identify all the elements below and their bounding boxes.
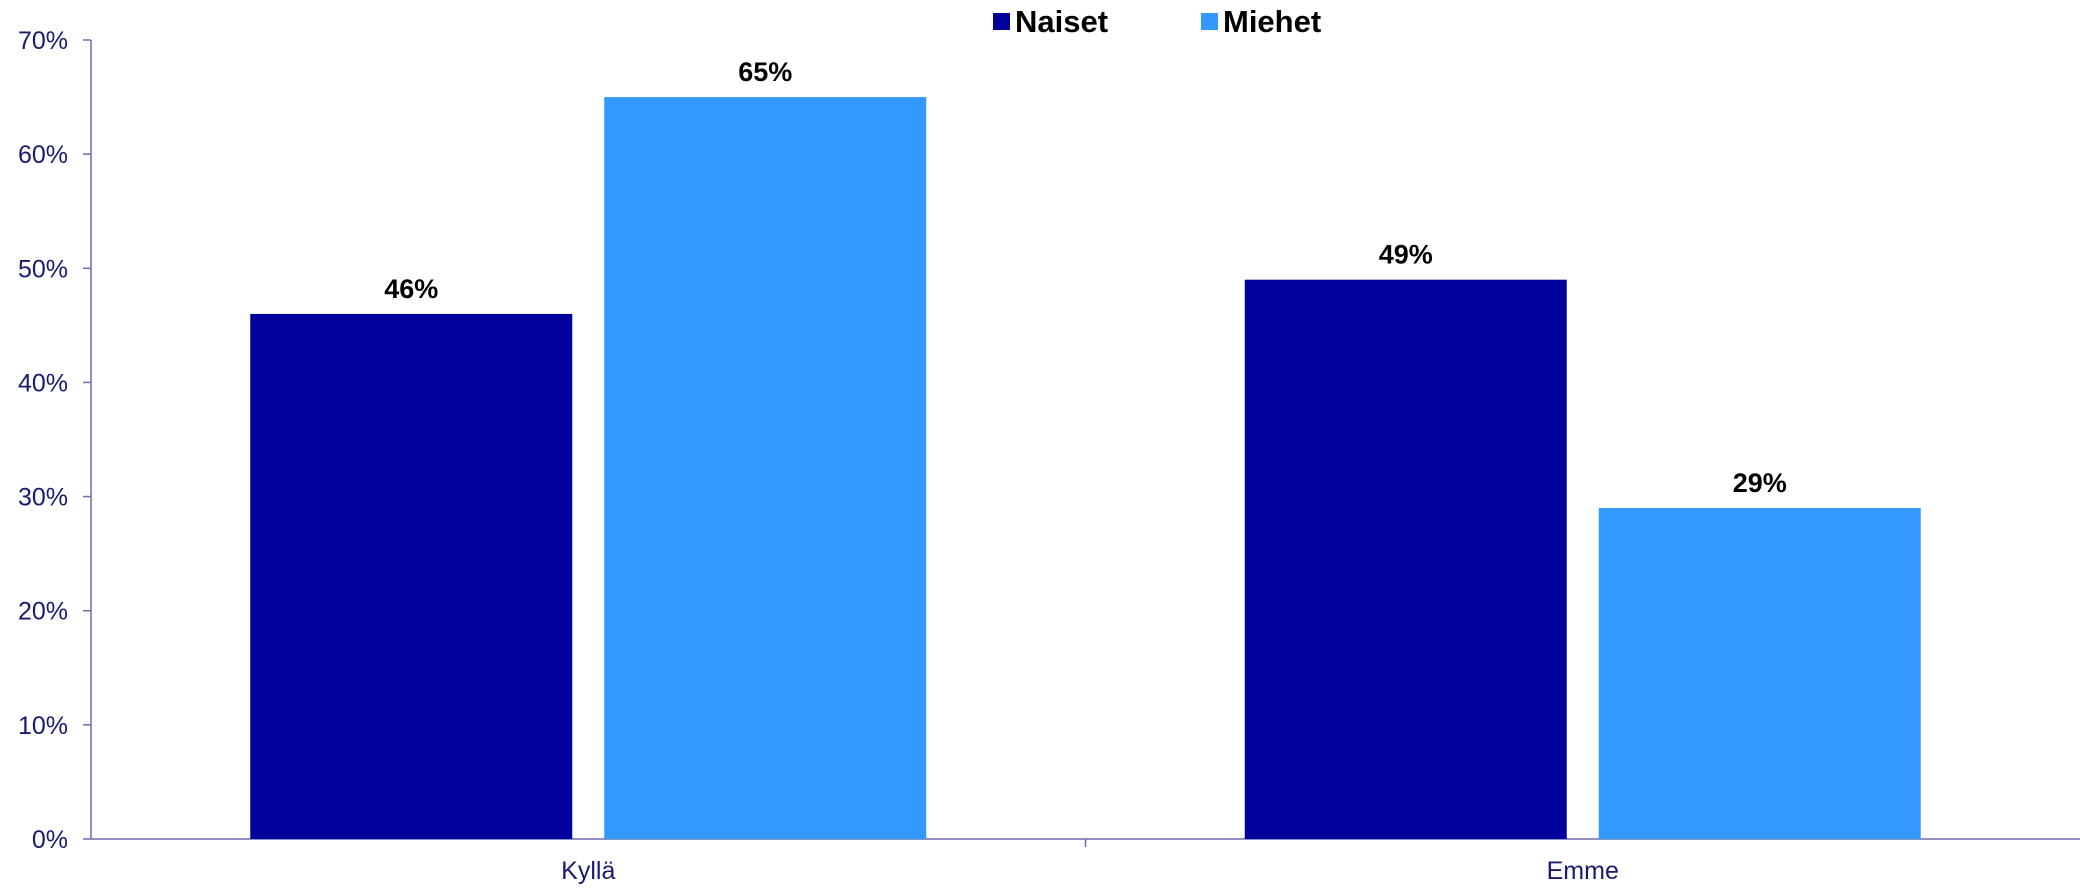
bar-naiset-0 — [250, 313, 573, 839]
data-labels: 46% 65% 49% 29% — [384, 57, 1787, 498]
y-tick-label: 60% — [18, 141, 68, 169]
y-tick-label: 50% — [18, 255, 68, 283]
legend: Naiset Miehet — [993, 4, 1321, 39]
legend-swatch-miehet — [1201, 13, 1218, 30]
x-axis: Kyllä Emme — [91, 838, 2080, 885]
bar-miehet-1 — [1598, 507, 1921, 839]
y-tick-label: 20% — [18, 598, 68, 626]
legend-label-miehet: Miehet — [1223, 4, 1321, 39]
y-tick-label: 40% — [18, 369, 68, 397]
bar-miehet-0 — [604, 97, 927, 840]
x-category-label: Kyllä — [561, 857, 615, 885]
y-tick-label: 0% — [32, 826, 68, 854]
data-label: 49% — [1379, 240, 1433, 270]
legend-label-naiset: Naiset — [1015, 4, 1108, 39]
data-label: 29% — [1733, 468, 1787, 498]
data-label: 46% — [384, 274, 438, 304]
y-tick-label: 70% — [18, 27, 68, 55]
x-category-label: Emme — [1547, 857, 1619, 885]
y-tick-label: 10% — [18, 712, 68, 740]
data-label: 65% — [738, 57, 792, 87]
bars — [250, 97, 1921, 840]
legend-swatch-naiset — [993, 13, 1010, 30]
y-tick-label: 30% — [18, 484, 68, 512]
bar-naiset-1 — [1244, 279, 1567, 839]
y-axis: 0% 10% 20% 30% 40% 50% 60% 70% — [18, 27, 92, 854]
